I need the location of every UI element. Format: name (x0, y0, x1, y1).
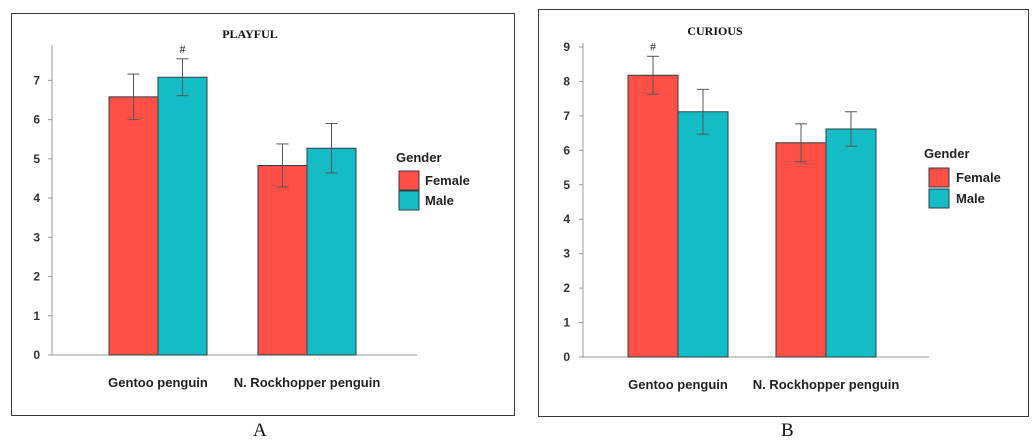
y-tick-label: 1 (563, 316, 570, 330)
bar (306, 147, 357, 356)
y-tick-label: 5 (563, 178, 570, 192)
bar (627, 74, 679, 358)
y-tick-label: 4 (563, 212, 570, 226)
legend-swatch (928, 188, 950, 209)
panel-letter-b: B (781, 420, 794, 441)
x-category-label: N. Rockhopper penguin (234, 375, 381, 390)
bar (825, 128, 877, 358)
y-tick-label: 3 (563, 247, 570, 261)
y-tick-label: 0 (563, 350, 570, 364)
legend-swatch (928, 167, 950, 188)
y-tick-label: 9 (563, 40, 570, 54)
legend-label: Female (425, 173, 470, 188)
chart-b-svg: CURIOUS 0 1 2 3 4 5 6 7 8 9 Gentoo penguin N. Rockho… (563, 24, 1001, 392)
bar (775, 142, 827, 358)
bar (108, 96, 159, 356)
y-tick-label: 7 (563, 109, 570, 123)
significance-annotation: # (180, 42, 186, 56)
chart-title: PLAYFUL (222, 27, 278, 41)
legend-swatch (398, 190, 420, 211)
legend-title: Gender (396, 150, 442, 165)
legend-label: Female (956, 170, 1001, 185)
panel-letter-a: A (253, 420, 267, 441)
y-tick-label: 8 (563, 74, 570, 88)
y-tick-label: 3 (33, 230, 40, 244)
chart-panel-b: CURIOUS 0 1 2 3 4 5 6 7 8 9 Gentoo penguin N. Rockho… (538, 9, 1029, 417)
bar (157, 76, 208, 356)
legend-title: Gender (924, 146, 970, 161)
chart-panel-a: PLAYFUL 0 1 2 3 4 5 6 7 Gentoo penguin N. Rockhopp… (11, 13, 515, 416)
y-tick-label: 4 (33, 191, 40, 205)
y-tick-label: 6 (563, 143, 570, 157)
chart-a-svg: PLAYFUL 0 1 2 3 4 5 6 7 Gentoo penguin N. Rockhopp… (33, 27, 470, 390)
legend-swatch (398, 170, 420, 191)
y-tick-label: 0 (33, 348, 40, 362)
legend-label: Male (425, 193, 454, 208)
x-category-label: Gentoo penguin (628, 377, 728, 392)
y-tick-label: 7 (33, 73, 40, 87)
y-tick-label: 5 (33, 152, 40, 166)
significance-annotation: # (650, 39, 656, 53)
bar (257, 165, 308, 356)
y-tick-label: 2 (563, 281, 570, 295)
chart-title: CURIOUS (687, 24, 743, 38)
bar (677, 111, 729, 358)
x-category-label: Gentoo penguin (108, 375, 208, 390)
x-category-label: N. Rockhopper penguin (753, 377, 900, 392)
y-tick-label: 1 (33, 309, 40, 323)
y-tick-label: 6 (33, 113, 40, 127)
legend-label: Male (956, 191, 985, 206)
y-tick-label: 2 (33, 270, 40, 284)
